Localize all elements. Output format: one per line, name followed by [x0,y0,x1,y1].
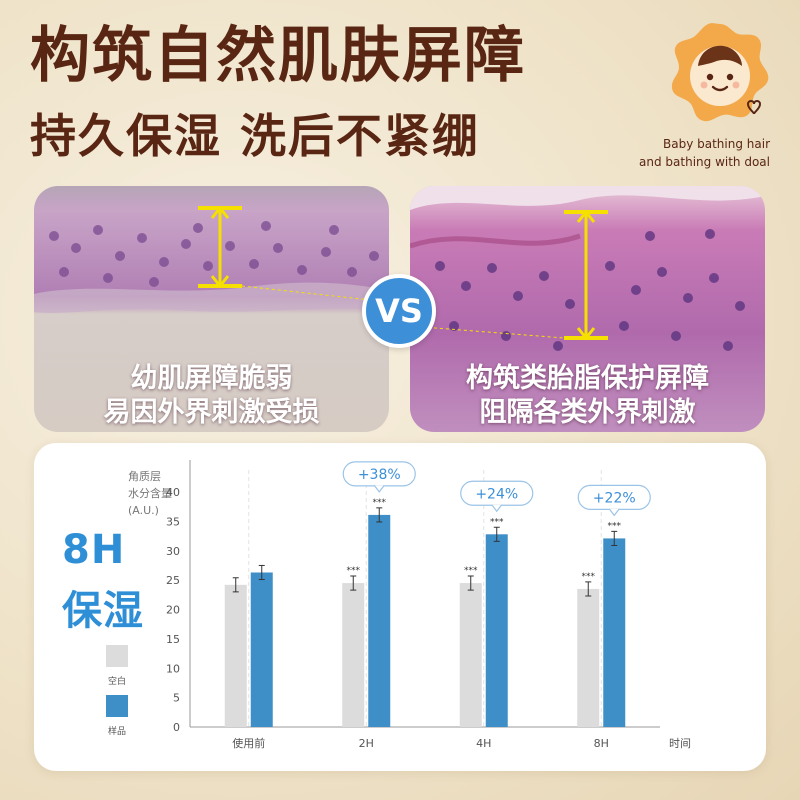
legend-label-blank: 空白 [107,677,126,687]
headline-secondary: 持久保湿 洗后不紧绷 [30,109,481,163]
brand-tagline-1: Baby bathing hair [663,137,770,151]
skin-tissue-image [34,186,389,432]
right-caption-line2: 阻隔各类外界刺激 [479,397,696,428]
skin-micrograph-protected [410,186,765,432]
skin-micrograph-weak [34,186,389,432]
brand-tagline-2: and bathing with doal [639,155,770,169]
vs-badge: VS [362,274,436,348]
legend-swatch-sample [106,695,128,717]
baby-face-logo-icon [671,23,769,122]
right-caption-line1: 构筑类胎脂保护屏障 [466,363,709,394]
skin-tissue-image [410,186,765,432]
left-caption-line1: 幼肌屏障脆弱 [130,363,293,394]
left-caption-line2: 易因外界刺激受损 [103,397,320,428]
legend-swatch-blank [106,645,128,667]
moisture-title: 保湿 [62,588,144,634]
duration-title: 8H [62,527,126,573]
headline-primary: 构筑自然肌肤屏障 [30,21,526,91]
legend-label-sample: 样品 [107,727,126,737]
